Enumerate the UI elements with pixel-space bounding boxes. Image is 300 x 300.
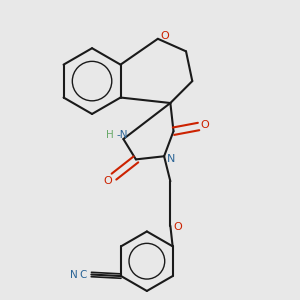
Text: N: N: [167, 154, 175, 164]
Text: C: C: [80, 269, 87, 280]
Text: -N: -N: [116, 130, 128, 140]
Text: H: H: [106, 130, 114, 140]
Text: O: O: [103, 176, 112, 186]
Text: O: O: [174, 222, 183, 233]
Text: O: O: [160, 31, 169, 41]
Text: O: O: [200, 120, 209, 130]
Text: N: N: [70, 269, 78, 280]
